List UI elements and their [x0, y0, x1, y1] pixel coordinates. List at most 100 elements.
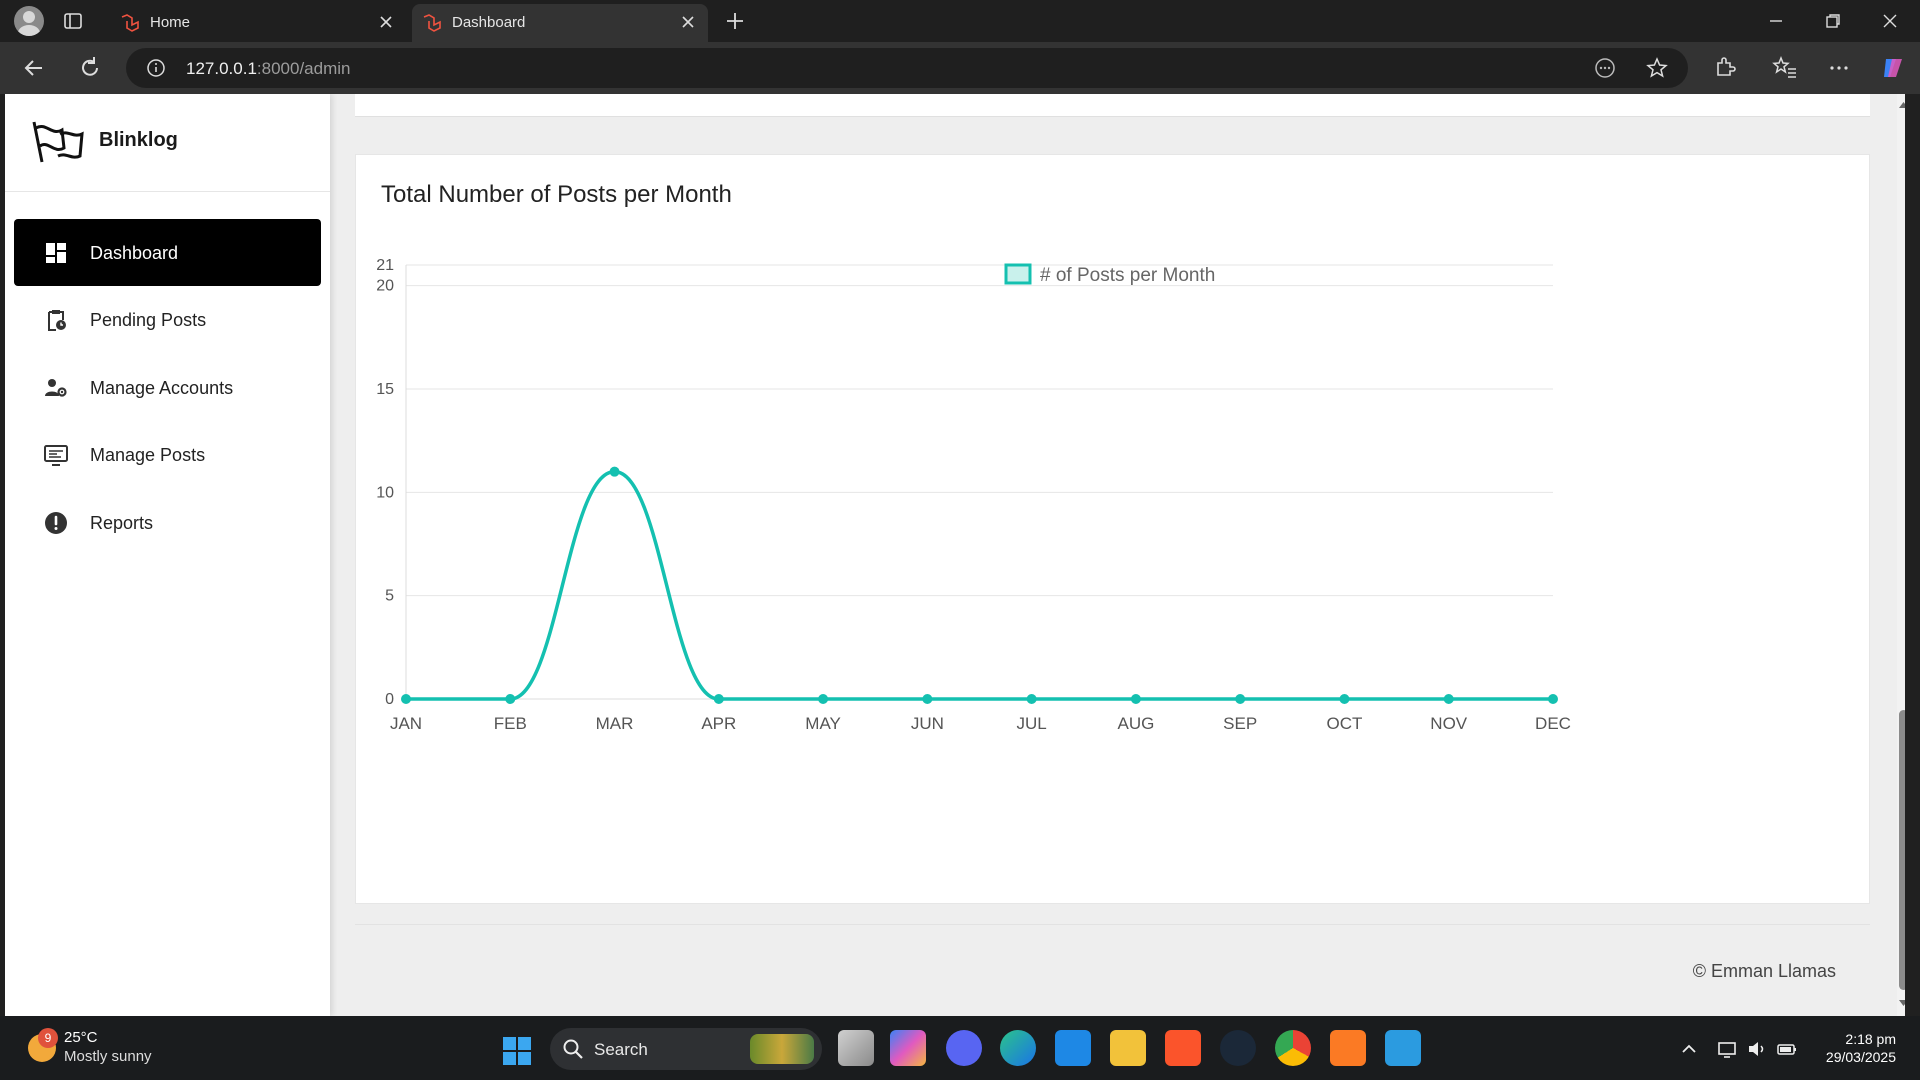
battery-icon[interactable]: [1776, 1038, 1798, 1060]
x-tick-label: MAR: [596, 714, 634, 733]
sidebar-item-label: Reports: [90, 513, 154, 533]
url-text: 127.0.0.1:8000/admin: [186, 59, 350, 79]
x-tick-label: JUL: [1017, 714, 1047, 733]
data-point: [401, 694, 411, 704]
y-tick-label: 15: [376, 381, 394, 398]
sidebar: Blinklog Dashboard Pending Posts: [5, 94, 330, 1016]
weather-temp: 25°C: [64, 1029, 98, 1046]
favorites-icon[interactable]: [1772, 55, 1798, 81]
posts-line-chart[interactable]: 0 5 10 15 20 21 JAN FEB MAR APR MAY JUN JUL AUG SEP OCT…: [356, 155, 1871, 905]
x-tick-label: FEB: [494, 714, 527, 733]
data-point: [1026, 694, 1037, 704]
x-tick-label: NOV: [1430, 714, 1468, 733]
weather-condition: Mostly sunny: [64, 1048, 152, 1065]
weather-badge: 9: [38, 1028, 58, 1048]
minimize-icon[interactable]: [1763, 8, 1789, 34]
y-tick-label: 20: [376, 278, 394, 295]
data-point: [1130, 694, 1141, 704]
user-gear-icon: [45, 379, 67, 397]
steam-icon[interactable]: [1220, 1030, 1256, 1066]
series-line: [406, 469, 1553, 701]
windows-taskbar: 9 25°C Mostly sunny Search 2:18 pm 29/03…: [0, 1016, 1920, 1080]
notepad-icon[interactable]: [1385, 1030, 1421, 1066]
laravel-favicon-icon: [121, 14, 139, 32]
profile-avatar-icon[interactable]: [14, 6, 44, 36]
brand[interactable]: Blinklog: [5, 94, 330, 192]
y-tick-label: 0: [385, 691, 394, 708]
browser-tabstrip: Home Dashboard: [0, 0, 1920, 42]
previous-card-bottom: [355, 94, 1870, 117]
sidebar-item-label: Pending Posts: [90, 310, 207, 330]
page-viewport: Blinklog Dashboard Pending Posts: [5, 94, 1905, 1016]
task-view-icon[interactable]: [838, 1030, 874, 1066]
brave-icon[interactable]: [1165, 1030, 1201, 1066]
scroll-down-icon[interactable]: [1898, 998, 1905, 1008]
restore-icon[interactable]: [1820, 8, 1846, 34]
site-info-icon[interactable]: [146, 58, 166, 78]
sidebar-item-label: Manage Accounts: [90, 378, 234, 398]
more-menu-icon[interactable]: [1826, 55, 1852, 81]
reader-mode-icon[interactable]: [1594, 57, 1616, 79]
page-scrollbar[interactable]: [1897, 94, 1905, 1016]
extensions-icon[interactable]: [1712, 55, 1738, 81]
legend-swatch: [1004, 263, 1032, 285]
tab-close-icon[interactable]: [376, 12, 396, 32]
data-point: [1548, 694, 1558, 704]
weather-widget[interactable]: 9 25°C Mostly sunny: [24, 1026, 214, 1070]
search-label: Search: [594, 1040, 648, 1059]
tab-actions-icon[interactable]: [62, 10, 84, 32]
address-bar[interactable]: 127.0.0.1:8000/admin: [126, 48, 1688, 88]
sidebar-item-label: Manage Posts: [90, 445, 206, 465]
new-tab-icon[interactable]: [722, 8, 748, 34]
tab-close-icon[interactable]: [678, 12, 698, 32]
x-tick-label: JUN: [911, 714, 944, 733]
tab-dashboard[interactable]: Dashboard: [412, 4, 708, 42]
posts-chart-card: Total Number of Posts per Month 0 5 10 15 20…: [355, 154, 1870, 904]
close-window-icon[interactable]: [1877, 8, 1903, 34]
sidebar-item-manage-posts[interactable]: Manage Posts: [14, 421, 321, 488]
tab-title: Home: [150, 14, 191, 31]
tray-expand-icon[interactable]: [1678, 1038, 1700, 1060]
alert-icon: [45, 512, 67, 534]
tab-home[interactable]: Home: [110, 4, 406, 42]
url-path: :8000/admin: [256, 59, 351, 78]
system-clock[interactable]: 2:18 pm 29/03/2025: [1826, 1030, 1896, 1066]
scroll-up-icon[interactable]: [1898, 100, 1905, 110]
file-explorer-icon[interactable]: [1110, 1030, 1146, 1066]
x-tick-label: SEP: [1223, 714, 1257, 733]
back-icon[interactable]: [20, 54, 48, 82]
windows-start-icon[interactable]: [502, 1036, 532, 1066]
url-host: 127.0.0.1: [186, 59, 257, 78]
page-footer: © Emman Llamas: [355, 924, 1870, 1016]
favorite-star-icon[interactable]: [1646, 57, 1668, 79]
search-highlight-image: [750, 1034, 814, 1064]
blinklog-logo-icon: [32, 121, 84, 163]
volume-icon[interactable]: [1746, 1038, 1768, 1060]
sidebar-item-dashboard[interactable]: Dashboard: [14, 219, 321, 286]
display-icon[interactable]: [1716, 1038, 1738, 1060]
data-point: [505, 694, 516, 704]
data-point: [1339, 694, 1350, 704]
data-point: [609, 466, 620, 477]
tab-title: Dashboard: [452, 14, 526, 31]
y-tick-label: 10: [376, 484, 394, 501]
monitor-list-icon: [44, 445, 68, 466]
sidebar-item-label: Dashboard: [90, 243, 179, 263]
sidebar-item-reports[interactable]: Reports: [14, 489, 321, 556]
x-tick-label: MAY: [805, 714, 841, 733]
sidebar-item-manage-accounts[interactable]: Manage Accounts: [14, 354, 321, 421]
copyright-text: © Emman Llamas: [1692, 961, 1836, 981]
taskbar-search[interactable]: Search: [550, 1028, 822, 1070]
copilot-icon[interactable]: [1880, 55, 1906, 81]
vscode-icon[interactable]: [1055, 1030, 1091, 1066]
data-point: [818, 694, 829, 704]
edge-icon[interactable]: [1000, 1030, 1036, 1066]
xampp-icon[interactable]: [1330, 1030, 1366, 1066]
discord-icon[interactable]: [946, 1030, 982, 1066]
sidebar-item-pending-posts[interactable]: Pending Posts: [14, 286, 321, 353]
data-point: [1443, 694, 1454, 704]
scroll-thumb[interactable]: [1899, 710, 1905, 990]
refresh-icon[interactable]: [76, 54, 104, 82]
chrome-icon[interactable]: [1275, 1030, 1311, 1066]
copilot-app-icon[interactable]: [890, 1030, 926, 1066]
